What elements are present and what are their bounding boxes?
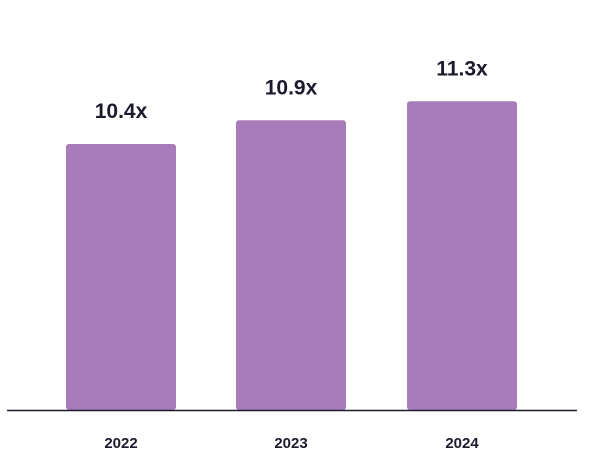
- bar-2022: [66, 144, 176, 410]
- x-tick-label-2022: 2022: [104, 435, 137, 452]
- x-tick-label-2023: 2023: [274, 435, 307, 452]
- bar-2024: [407, 101, 517, 410]
- value-labels-group: 10.4x 10.9x 11.3x: [95, 57, 488, 123]
- value-label-2024: 11.3x: [436, 57, 488, 80]
- value-label-2022: 10.4x: [95, 100, 148, 123]
- bar-2023: [236, 120, 346, 410]
- x-tick-label-2024: 2024: [445, 435, 479, 452]
- x-tick-labels-group: 2022 2023 2024: [104, 435, 479, 452]
- bars-group: [66, 101, 517, 410]
- value-label-2023: 10.9x: [265, 76, 318, 99]
